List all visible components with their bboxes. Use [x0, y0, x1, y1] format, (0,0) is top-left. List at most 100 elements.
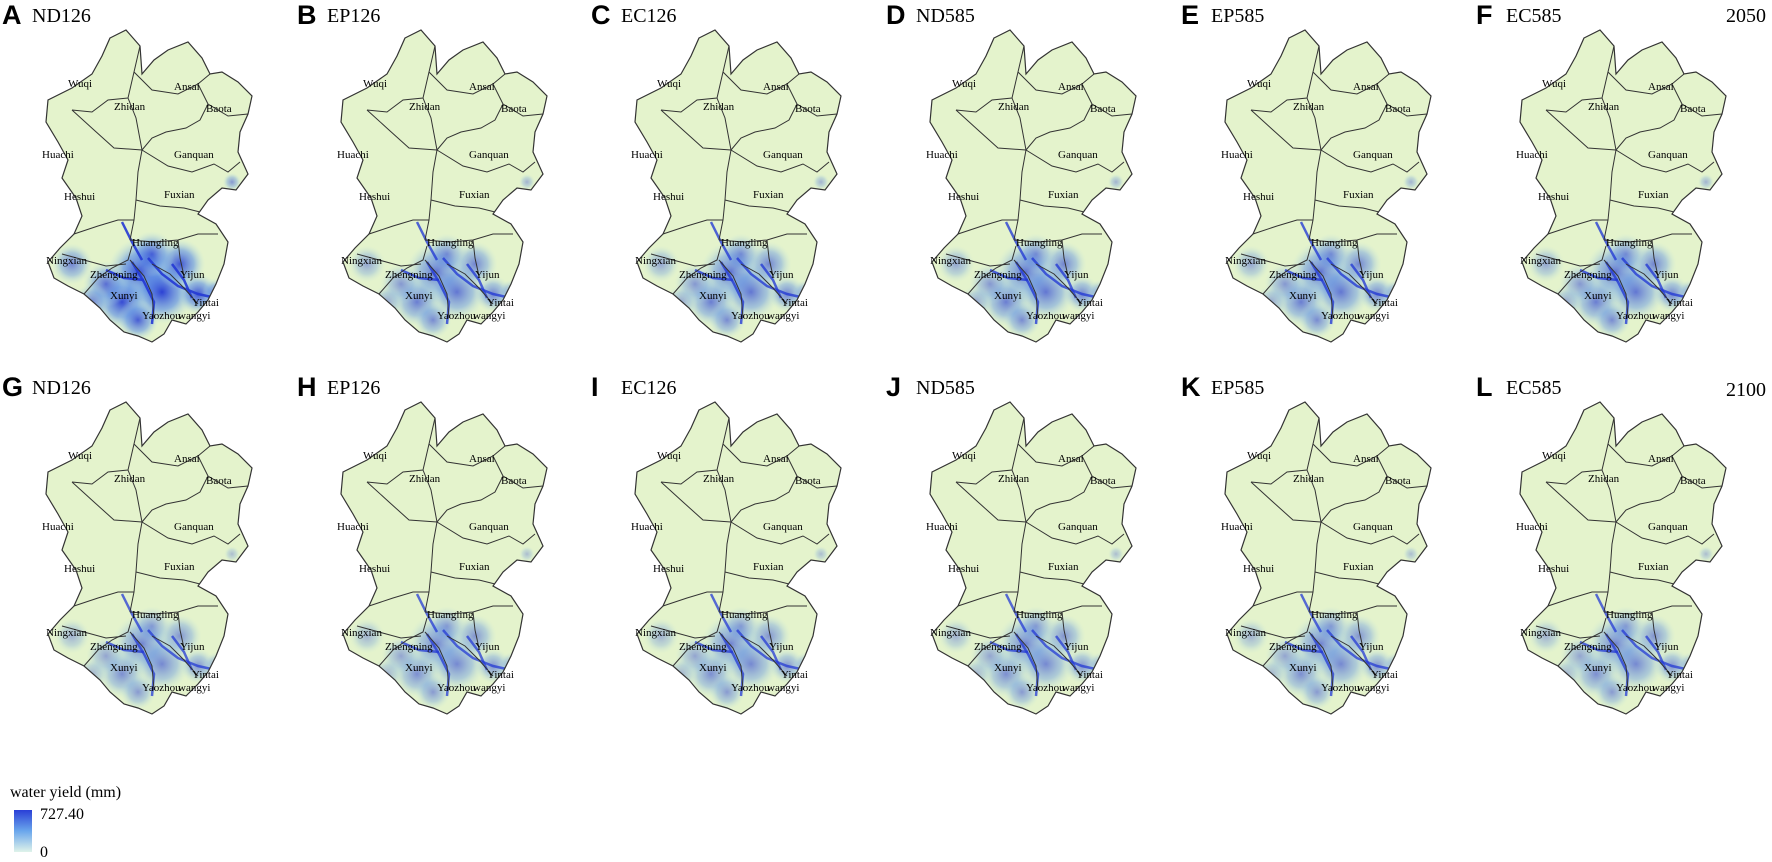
map-panel-c: C EC126 Wuqi Zhidan Ansai Baota Huachi Ganquan H…: [591, 2, 886, 422]
county-border: [428, 443, 506, 467]
county-border: [1320, 475, 1388, 523]
county-border: [730, 103, 798, 151]
county-label-wangyi: wangyi: [1357, 310, 1389, 322]
county-label-zhengning: Zhengning: [679, 269, 727, 281]
county-label-yaozhou: Yaozhou: [1616, 310, 1655, 322]
county-label-wangyi: wangyi: [473, 682, 505, 694]
county-border: [1308, 631, 1334, 691]
county-label-fuxian: Fuxian: [459, 189, 490, 201]
county-label-fuxian: Fuxian: [164, 189, 195, 201]
map-panel-d: D ND585 Wuqi Zhidan Ansai Baota Huachi Ganquan H…: [886, 2, 1181, 422]
county-label-zhengning: Zhengning: [1564, 269, 1612, 281]
county-label-yijun: Yijun: [1064, 641, 1089, 653]
county-border: [1545, 481, 1617, 523]
county-label-ganquan: Ganquan: [174, 521, 214, 533]
county-label-baota: Baota: [1680, 475, 1706, 487]
county-label-ansai: Ansai: [1648, 453, 1674, 465]
region-outline: [340, 401, 548, 715]
region-outline: [929, 401, 1137, 715]
county-border: [1314, 571, 1380, 585]
county-border: [129, 631, 155, 691]
county-label-yintai: Yintai: [1666, 669, 1693, 681]
county-label-yaozhou: Yaozhou: [437, 310, 476, 322]
county-label-huachi: Huachi: [631, 521, 663, 533]
county-border: [1013, 259, 1039, 319]
county-label-huachi: Huachi: [42, 521, 74, 533]
county-label-xunyi: Xunyi: [1584, 662, 1612, 674]
water-yield-surface: [51, 172, 242, 341]
county-border: [141, 475, 209, 523]
county-label-yaozhou: Yaozhou: [437, 682, 476, 694]
county-label-yaozhou: Yaozhou: [1321, 682, 1360, 694]
county-label-wangyi: wangyi: [1652, 310, 1684, 322]
county-label-baota: Baota: [501, 103, 527, 115]
county-border: [1320, 521, 1420, 545]
county-label-heshui: Heshui: [1243, 191, 1274, 203]
county-label-baota: Baota: [1090, 103, 1116, 115]
county-border: [61, 253, 127, 267]
county-border: [1609, 199, 1675, 213]
county-border: [730, 521, 830, 545]
county-label-huangling: Huangling: [1606, 609, 1653, 621]
county-label-heshui: Heshui: [948, 563, 979, 575]
county-border: [1262, 245, 1312, 295]
county-border: [1240, 625, 1306, 639]
county-border: [356, 625, 422, 639]
county-label-zhengning: Zhengning: [974, 269, 1022, 281]
county-label-xunyi: Xunyi: [699, 662, 727, 674]
county-label-ganquan: Ganquan: [1058, 149, 1098, 161]
county-label-yintai: Yintai: [1371, 297, 1398, 309]
county-label-xunyi: Xunyi: [699, 290, 727, 302]
county-border: [1081, 455, 1133, 489]
county-border: [366, 481, 438, 523]
county-map: Wuqi Zhidan Ansai Baota Huachi Ganquan Heshui F…: [337, 401, 548, 715]
county-border: [662, 591, 723, 607]
region-outline: [1519, 401, 1727, 715]
county-label-zhidan: Zhidan: [1293, 473, 1325, 485]
scenario-label: EP585: [1211, 377, 1265, 399]
county-label-baota: Baota: [1680, 103, 1706, 115]
county-label-zhengning: Zhengning: [974, 641, 1022, 653]
county-label-wuqi: Wuqi: [363, 78, 387, 90]
county-border: [1035, 635, 1083, 677]
county-label-yijun: Yijun: [1359, 641, 1384, 653]
water-yield-surface: [1232, 173, 1420, 339]
county-label-xunyi: Xunyi: [405, 290, 433, 302]
county-label-yaozhou: Yaozhou: [142, 682, 181, 694]
county-label-zhengning: Zhengning: [1564, 641, 1612, 653]
county-label-ansai: Ansai: [1058, 453, 1084, 465]
county-label-ansai: Ansai: [1353, 453, 1379, 465]
scenario-label: ND126: [32, 5, 91, 27]
county-border: [718, 631, 744, 691]
county-label-heshui: Heshui: [1538, 563, 1569, 575]
county-border: [366, 417, 436, 485]
region-outline: [634, 401, 842, 715]
county-border: [1025, 475, 1093, 523]
county-label-yijun: Yijun: [475, 269, 500, 281]
county-map: Wuqi Zhidan Ansai Baota Huachi Ganquan Heshui F…: [1221, 401, 1432, 715]
county-label-yijun: Yijun: [180, 641, 205, 653]
county-border: [197, 83, 249, 117]
county-label-yijun: Yijun: [769, 641, 794, 653]
county-border: [1252, 219, 1313, 235]
county-label-yintai: Yintai: [1076, 297, 1103, 309]
county-label-ansai: Ansai: [469, 81, 495, 93]
county-label-zhidan: Zhidan: [409, 473, 441, 485]
county-border: [967, 245, 1017, 295]
county-label-zhidan: Zhidan: [998, 101, 1030, 113]
county-border: [1025, 521, 1125, 545]
county-border: [135, 571, 201, 585]
county-map: Wuqi Zhidan Ansai Baota Huachi Ganquan Heshui F…: [1516, 29, 1727, 343]
county-label-heshui: Heshui: [64, 191, 95, 203]
county-border: [1035, 263, 1083, 305]
county-border: [660, 45, 730, 113]
panel-letter: G: [2, 372, 24, 402]
county-label-xunyi: Xunyi: [110, 662, 138, 674]
county-label-wangyi: wangyi: [178, 682, 210, 694]
county-border: [1557, 617, 1607, 667]
panel-letter: F: [1476, 0, 1493, 30]
year-label-2100: 2100: [1726, 379, 1766, 401]
county-label-baota: Baota: [1385, 475, 1411, 487]
county-label-fuxian: Fuxian: [1048, 561, 1079, 573]
county-border: [650, 625, 716, 639]
